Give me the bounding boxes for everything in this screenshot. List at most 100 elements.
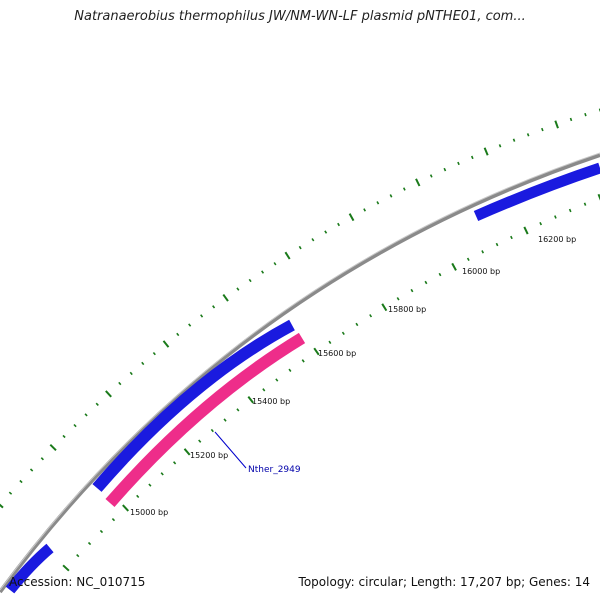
minor-tick: [512, 138, 516, 142]
minor-tick: [363, 208, 367, 212]
minor-tick: [236, 287, 240, 291]
inner-tick-group: [62, 193, 600, 572]
minor-tick: [87, 541, 92, 546]
tick-label: 15000 bp: [130, 508, 168, 517]
minor-tick: [584, 112, 587, 117]
minor-tick: [541, 127, 544, 132]
minor-tick: [424, 280, 428, 285]
tick-label: 16000 bp: [462, 267, 500, 276]
minor-tick: [176, 332, 180, 337]
gene-callout-line: [214, 431, 247, 469]
minor-tick: [99, 529, 104, 534]
minor-tick: [583, 202, 587, 206]
minor-tick: [152, 351, 156, 356]
minor-tick: [236, 408, 240, 412]
map-title: Natranaerobius thermophilus JW/NM-WN-LF …: [74, 9, 526, 24]
minor-tick: [160, 472, 164, 476]
minor-tick: [29, 468, 34, 472]
major-tick: [523, 226, 529, 235]
minor-tick: [298, 245, 302, 250]
minor-tick: [470, 155, 474, 160]
reverse-gene-arrow[interactable]: [105, 332, 306, 507]
minor-tick: [210, 428, 214, 433]
minor-tick: [111, 518, 116, 522]
minor-tick: [389, 194, 393, 198]
major-tick: [0, 503, 4, 509]
tick-label: 15200 bp: [190, 451, 228, 460]
major-tick: [451, 262, 457, 271]
minor-tick: [568, 208, 572, 213]
minor-tick: [248, 278, 252, 283]
minor-tick: [200, 314, 204, 318]
minor-tick: [188, 323, 192, 327]
minor-tick: [62, 434, 66, 439]
minor-tick: [369, 314, 373, 318]
summary-text: Topology: circular; Length: 17,207 bp; G…: [298, 575, 590, 589]
minor-tick: [73, 423, 77, 428]
minor-tick: [429, 174, 433, 178]
minor-tick: [118, 381, 122, 386]
minor-tick: [402, 187, 406, 191]
minor-tick: [275, 378, 279, 382]
minor-tick: [410, 288, 414, 293]
minor-tick: [40, 457, 44, 461]
forward-gene-arrow[interactable]: [473, 162, 600, 222]
minor-tick: [554, 215, 557, 219]
forward-gene-arrow[interactable]: [5, 543, 54, 594]
major-tick: [62, 564, 70, 572]
minor-tick: [396, 297, 400, 301]
minor-tick: [288, 368, 292, 372]
minor-tick: [311, 238, 315, 242]
minor-tick: [212, 305, 216, 309]
major-tick: [284, 251, 291, 260]
major-tick: [49, 443, 57, 452]
minor-tick: [510, 235, 513, 240]
minor-tick: [8, 491, 13, 495]
minor-tick: [495, 242, 499, 247]
minor-tick: [19, 479, 23, 484]
tick-label: 15400 bp: [252, 397, 290, 406]
tick-label: 16200 bp: [538, 235, 576, 244]
minor-tick: [173, 461, 177, 465]
accession-text: Accession: NC_010715: [9, 575, 146, 589]
minor-tick: [526, 133, 530, 137]
minor-tick: [84, 413, 88, 417]
minor-tick: [481, 250, 485, 254]
minor-tick: [129, 371, 133, 376]
minor-tick: [148, 483, 152, 487]
minor-tick: [301, 359, 305, 363]
minor-tick: [141, 361, 145, 366]
backbone-arc: [0, 153, 600, 594]
minor-tick: [273, 262, 277, 266]
major-tick: [183, 448, 191, 456]
minor-tick: [355, 322, 359, 327]
minor-tick: [341, 331, 345, 336]
major-tick: [313, 347, 320, 356]
minor-tick: [328, 340, 332, 345]
minor-tick: [569, 117, 573, 122]
minor-tick: [324, 230, 328, 234]
minor-tick: [438, 272, 442, 277]
major-tick: [597, 193, 600, 201]
major-tick: [105, 390, 112, 398]
major-tick: [483, 147, 489, 156]
minor-tick: [337, 222, 340, 227]
minor-tick: [95, 402, 99, 406]
major-tick: [247, 395, 254, 404]
major-tick: [415, 178, 421, 187]
major-tick: [348, 213, 355, 222]
tick-label: 15800 bp: [388, 305, 426, 314]
major-tick: [381, 303, 388, 312]
major-tick: [554, 120, 559, 129]
major-tick: [162, 340, 170, 348]
minor-tick: [443, 167, 447, 172]
minor-tick: [262, 388, 266, 392]
forward-gene-arrow[interactable]: [92, 319, 295, 492]
major-tick: [122, 504, 130, 512]
minor-tick: [466, 257, 470, 261]
outer-tick-group: [0, 108, 600, 509]
minor-tick: [136, 494, 140, 499]
gene-label[interactable]: Nther_2949: [248, 465, 301, 475]
tick-label: 15600 bp: [318, 349, 356, 358]
